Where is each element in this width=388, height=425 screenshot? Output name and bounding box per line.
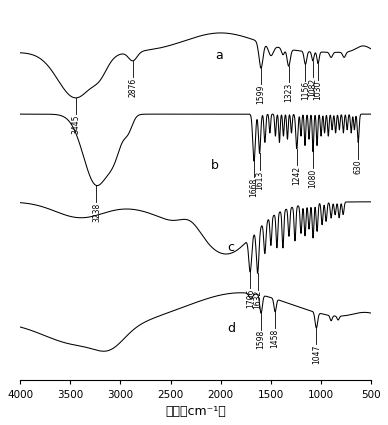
Text: 1458: 1458 bbox=[270, 329, 280, 348]
Text: 1323: 1323 bbox=[284, 83, 293, 102]
Text: 3445: 3445 bbox=[71, 115, 80, 134]
Text: 1080: 1080 bbox=[308, 169, 317, 188]
X-axis label: 波数（cm⁻¹）: 波数（cm⁻¹） bbox=[165, 405, 226, 418]
Text: 1047: 1047 bbox=[312, 345, 321, 364]
Text: 1599: 1599 bbox=[256, 85, 265, 105]
Text: 1030: 1030 bbox=[314, 80, 322, 100]
Text: b: b bbox=[211, 159, 218, 173]
Text: 630: 630 bbox=[354, 159, 363, 174]
Text: 1156: 1156 bbox=[301, 81, 310, 100]
Text: c: c bbox=[228, 241, 235, 254]
Text: d: d bbox=[228, 322, 236, 335]
Text: 3238: 3238 bbox=[92, 202, 101, 222]
Text: 1706: 1706 bbox=[246, 289, 255, 309]
Text: 1632: 1632 bbox=[253, 290, 262, 309]
Text: 1082: 1082 bbox=[308, 78, 317, 97]
Text: 1242: 1242 bbox=[292, 166, 301, 185]
Text: 2876: 2876 bbox=[128, 78, 137, 97]
Text: 1598: 1598 bbox=[256, 330, 265, 349]
Text: 1668: 1668 bbox=[249, 178, 258, 197]
Text: a: a bbox=[216, 49, 223, 62]
Text: 1613: 1613 bbox=[255, 170, 264, 190]
